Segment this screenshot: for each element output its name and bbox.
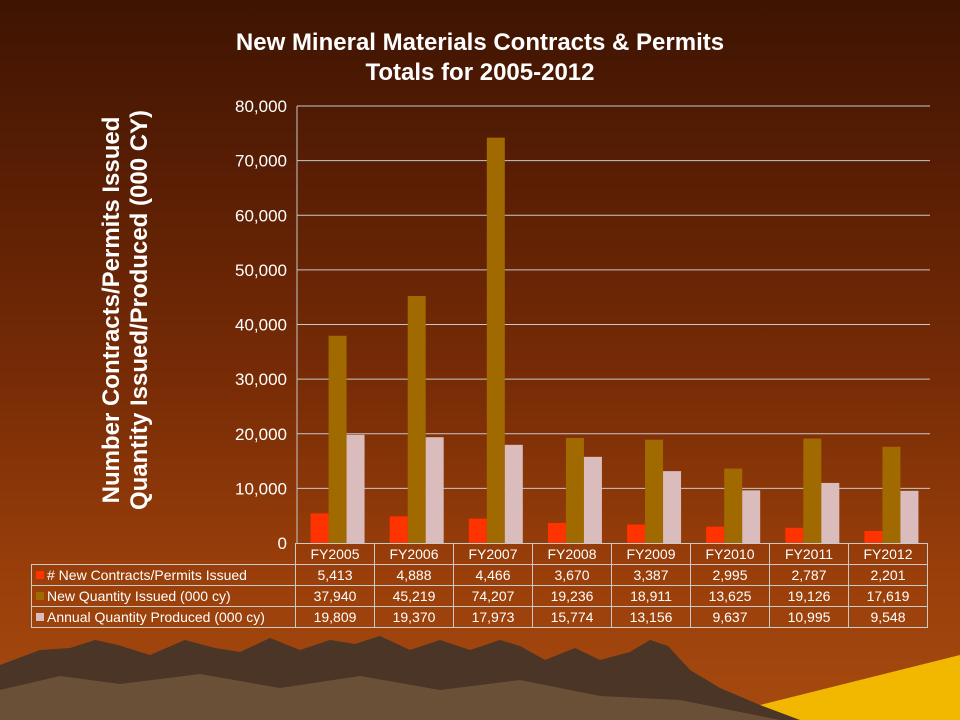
bar-series2-fy2006 <box>407 295 426 543</box>
gridlines <box>296 105 930 543</box>
series-legend-label: Annual Quantity Produced (000 cy) <box>31 606 296 628</box>
chart-title-line2: Totals for 2005-2012 <box>365 59 595 86</box>
data-value: 74,207 <box>453 585 533 607</box>
y-tick-label: 80,000 <box>235 97 287 116</box>
category-label: FY2007 <box>453 543 533 565</box>
data-value: 19,809 <box>295 606 375 628</box>
y-tick-label: 0 <box>278 534 287 553</box>
data-value: 2,787 <box>769 564 849 586</box>
bar-series2-fy2012 <box>882 446 901 543</box>
legend-swatch <box>36 592 44 600</box>
data-value: 15,774 <box>532 606 612 628</box>
category-label: FY2011 <box>769 543 849 565</box>
bar-series1-fy2009 <box>627 524 646 543</box>
data-value: 10,995 <box>769 606 849 628</box>
data-table-row-series3: Annual Quantity Produced (000 cy) 19,809… <box>31 606 928 628</box>
data-value: 3,670 <box>532 564 612 586</box>
series-legend-label: New Quantity Issued (000 cy) <box>31 585 296 607</box>
category-label: FY2006 <box>374 543 454 565</box>
data-value: 4,888 <box>374 564 454 586</box>
bar-series2-fy2011 <box>803 438 822 543</box>
data-table: FY2005 FY2006 FY2007 FY2008 FY2009 FY201… <box>31 543 928 628</box>
bar-series3-fy2012 <box>900 490 919 543</box>
y-tick-labels: 0 10,000 20,000 30,000 40,000 50,000 60,000 70,… <box>235 97 287 553</box>
bar-series1-fy2011 <box>785 527 804 543</box>
category-label: FY2008 <box>532 543 612 565</box>
data-value: 17,973 <box>453 606 533 628</box>
data-value: 4,466 <box>453 564 533 586</box>
data-value: 2,201 <box>848 564 928 586</box>
legend-swatch <box>36 571 44 579</box>
bar-series3-fy2006 <box>425 437 444 543</box>
y-tick-label: 50,000 <box>235 261 287 280</box>
data-value: 19,126 <box>769 585 849 607</box>
bar-series3-fy2008 <box>583 456 602 543</box>
data-value: 2,995 <box>690 564 770 586</box>
category-label: FY2010 <box>690 543 770 565</box>
chart-title-line1: New Mineral Materials Contracts & Permit… <box>235 29 725 56</box>
y-tick-label: 40,000 <box>235 316 287 335</box>
bar-series2-fy2009 <box>645 439 664 543</box>
legend-swatch <box>36 613 44 621</box>
data-value: 13,156 <box>611 606 691 628</box>
data-value: 3,387 <box>611 564 691 586</box>
bar-series3-fy2005 <box>346 434 365 543</box>
bar-series2-fy2010 <box>724 468 743 543</box>
bar-series3-fy2009 <box>663 471 682 543</box>
data-table-row-series1: # New Contracts/Permits Issued 5,413 4,8… <box>31 564 928 586</box>
data-table-row-series2: New Quantity Issued (000 cy) 37,940 45,2… <box>31 585 928 607</box>
y-tick-label: 10,000 <box>235 479 287 498</box>
bars <box>310 137 919 543</box>
bar-series3-fy2010 <box>742 490 761 543</box>
bar-series1-fy2010 <box>706 526 725 543</box>
data-value: 5,413 <box>295 564 375 586</box>
bar-series1-fy2007 <box>468 518 487 543</box>
data-value: 13,625 <box>690 585 770 607</box>
data-table-header-row: FY2005 FY2006 FY2007 FY2008 FY2009 FY201… <box>32 543 928 565</box>
data-value: 37,940 <box>295 585 375 607</box>
bar-series1-fy2006 <box>389 516 408 543</box>
category-label: FY2009 <box>611 543 691 565</box>
bar-series2-fy2005 <box>328 335 347 543</box>
y-tick-label: 70,000 <box>235 152 287 171</box>
data-value: 19,236 <box>532 585 612 607</box>
mountain-silhouette <box>0 636 960 720</box>
bar-series3-fy2007 <box>504 444 523 543</box>
bar-series1-fy2008 <box>547 522 566 543</box>
bar-series1-fy2012 <box>864 530 883 543</box>
data-value: 45,219 <box>374 585 454 607</box>
bar-series1-fy2005 <box>310 513 329 543</box>
data-value: 9,637 <box>690 606 770 628</box>
data-value: 18,911 <box>611 585 691 607</box>
y-tick-label: 30,000 <box>235 370 287 389</box>
y-tick-label: 60,000 <box>235 206 287 225</box>
category-label: FY2005 <box>295 543 375 565</box>
bar-series2-fy2007 <box>486 137 505 543</box>
bar-series2-fy2008 <box>565 437 584 543</box>
data-value: 19,370 <box>374 606 454 628</box>
series-legend-label: # New Contracts/Permits Issued <box>31 564 296 586</box>
data-value: 17,619 <box>848 585 928 607</box>
data-value: 9,548 <box>848 606 928 628</box>
y-tick-label: 20,000 <box>235 425 287 444</box>
category-label: FY2012 <box>848 543 928 565</box>
bar-series3-fy2011 <box>821 482 840 543</box>
